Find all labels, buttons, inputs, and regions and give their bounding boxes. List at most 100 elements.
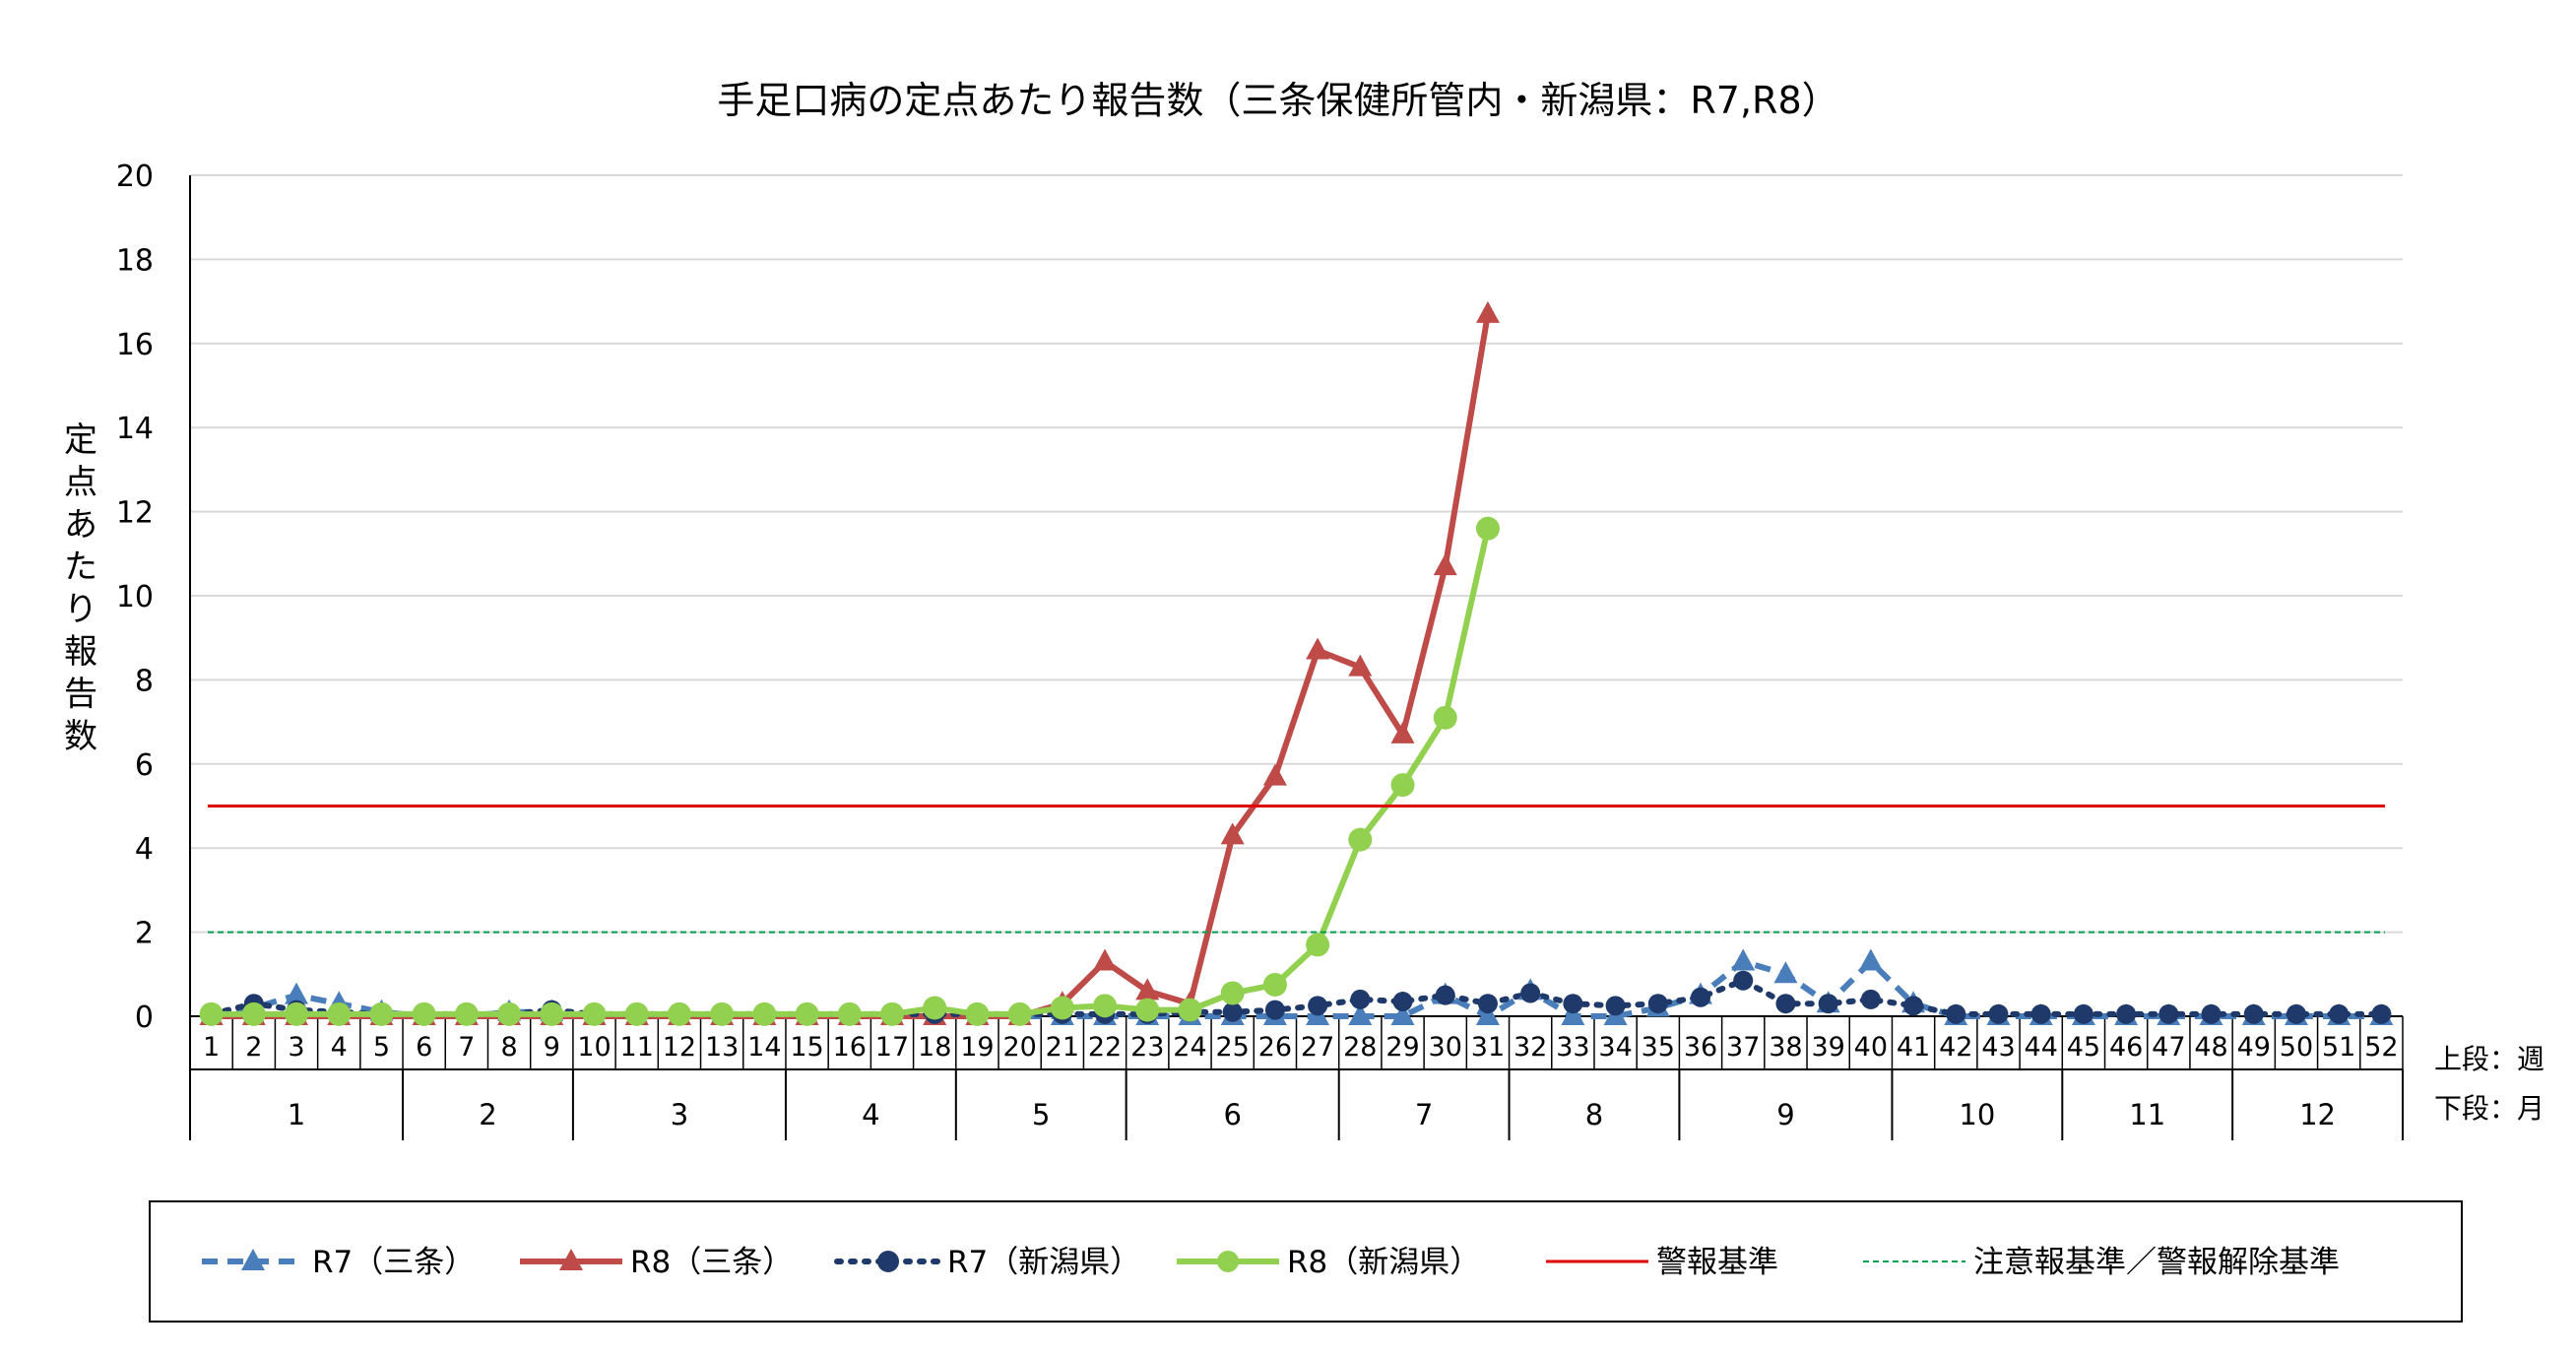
legend-marker <box>877 1251 899 1272</box>
y-tick-label: 18 <box>116 243 154 278</box>
x-tick-month-label: 7 <box>1415 1098 1433 1131</box>
x-tick-week-label: 42 <box>1939 1032 1972 1063</box>
data-point <box>1858 948 1883 971</box>
data-point <box>1135 978 1160 1001</box>
data-point <box>1475 300 1500 323</box>
series-line <box>211 313 1491 1019</box>
y-axis-label: 定点あたり報告数 <box>64 420 97 756</box>
data-point <box>1222 1001 1243 1022</box>
data-point <box>327 1001 352 1026</box>
data-point <box>582 1001 607 1026</box>
legend-label: R8（新潟県） <box>1287 1245 1480 1280</box>
series <box>211 528 1491 1017</box>
x-tick-week-label: 49 <box>2237 1032 2271 1063</box>
data-point <box>199 1001 224 1026</box>
data-point <box>1563 994 1583 1014</box>
data-point <box>667 1001 691 1026</box>
x-tick-week-label: 30 <box>1429 1032 1462 1063</box>
legend-item: R8（三条） <box>520 1245 793 1280</box>
y-tick-label: 14 <box>116 412 154 446</box>
legend-marker <box>1217 1251 1239 1272</box>
legend-item: R7（新潟県） <box>834 1245 1140 1280</box>
data-point <box>1308 996 1328 1016</box>
x-tick-week-label: 9 <box>544 1032 560 1063</box>
y-axis-label-char: 定 <box>64 420 97 460</box>
data-point <box>1178 998 1202 1022</box>
y-tick-label: 16 <box>116 328 154 362</box>
x-tick-week-label: 32 <box>1513 1032 1547 1063</box>
data-point <box>1903 996 1924 1016</box>
data-point <box>879 1001 904 1026</box>
legend-label: R7（新潟県） <box>947 1245 1140 1280</box>
data-point <box>1691 987 1711 1007</box>
data-point <box>1348 1003 1373 1025</box>
data-point <box>2371 1003 2392 1024</box>
data-point <box>1390 1003 1415 1025</box>
data-point <box>1988 1003 2009 1024</box>
data-point <box>1306 933 1330 957</box>
x-tick-week-label: 29 <box>1385 1032 1419 1063</box>
axis-note-month: 下段：月 <box>2434 1092 2544 1125</box>
x-tick-week-label: 28 <box>1343 1032 1377 1063</box>
data-point <box>1350 989 1371 1009</box>
y-axis-label-char: あ <box>64 505 97 545</box>
series <box>211 313 1491 1019</box>
y-axis-label-char: 点 <box>64 463 97 502</box>
x-tick-month-label: 10 <box>1959 1098 1995 1131</box>
x-tick-week-label: 35 <box>1642 1032 1675 1063</box>
x-tick-week-label: 31 <box>1471 1032 1505 1063</box>
data-point <box>1348 654 1373 677</box>
data-point <box>1264 1000 1285 1020</box>
x-tick-week-label: 1 <box>203 1032 220 1063</box>
data-point <box>2116 1003 2137 1024</box>
series-markers <box>199 300 1500 1025</box>
x-tick-week-label: 13 <box>705 1032 739 1063</box>
x-tick-week-label: 41 <box>1897 1032 1930 1063</box>
chart-title: 手足口病の定点あたり報告数（三条保健所管内・新潟県：R7,R8） <box>717 79 1838 122</box>
data-point <box>540 1001 564 1026</box>
x-tick-week-label: 44 <box>2025 1032 2058 1063</box>
x-tick-week-label: 37 <box>1726 1032 1760 1063</box>
axes <box>189 175 2404 1140</box>
x-tick-week-label: 21 <box>1046 1032 1079 1063</box>
data-point <box>965 1001 990 1026</box>
data-point <box>1605 996 1626 1016</box>
data-point <box>1561 1003 1585 1025</box>
y-tick-label: 0 <box>135 1001 154 1035</box>
data-point <box>1220 822 1245 845</box>
data-point <box>1220 981 1245 1005</box>
legend-marker <box>559 1249 583 1270</box>
x-tick-week-label: 11 <box>620 1032 654 1063</box>
x-tick-month-label: 9 <box>1776 1098 1794 1131</box>
data-point <box>1348 827 1373 852</box>
x-tick-week-label: 12 <box>663 1032 696 1063</box>
x-tick-week-label: 16 <box>833 1032 867 1063</box>
x-tick-month-label: 3 <box>671 1098 688 1131</box>
data-point <box>1390 773 1415 798</box>
x-tick-week-label: 51 <box>2322 1032 2355 1063</box>
data-point <box>795 1001 819 1026</box>
legend-item: 警報基準 <box>1546 1245 1778 1280</box>
data-point <box>285 1001 309 1026</box>
series-markers <box>199 516 1500 1026</box>
x-tick-week-label: 33 <box>1556 1032 1589 1063</box>
y-tick-label: 12 <box>116 496 154 531</box>
y-axis-ticks: 0 2 4 6 8 10 12 14 16 18 20 <box>116 160 154 1035</box>
x-tick-week-label: 5 <box>373 1032 390 1063</box>
data-point <box>1435 985 1455 1005</box>
x-tick-week-label: 2 <box>245 1032 262 1063</box>
data-point <box>1306 637 1330 660</box>
series-group <box>199 300 2394 1026</box>
x-tick-week-label: 14 <box>747 1032 781 1063</box>
data-point <box>1262 972 1287 997</box>
x-tick-week-label: 18 <box>918 1032 951 1063</box>
y-tick-label: 20 <box>116 160 154 194</box>
data-point <box>1860 989 1881 1009</box>
data-point <box>2329 1003 2350 1024</box>
y-tick-label: 2 <box>135 917 154 951</box>
x-tick-week-label: 22 <box>1088 1032 1122 1063</box>
data-point <box>497 1001 522 1026</box>
x-tick-week-label: 6 <box>416 1032 432 1063</box>
data-point <box>1731 948 1756 971</box>
